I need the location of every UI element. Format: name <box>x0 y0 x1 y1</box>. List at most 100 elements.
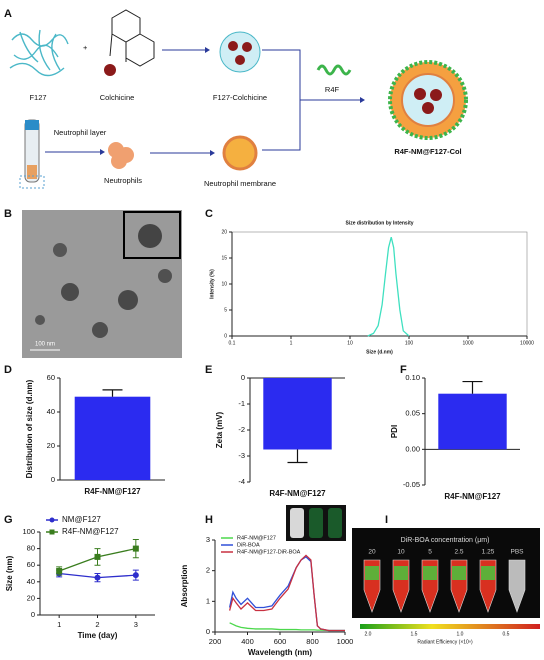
tube-label: 2.5 <box>454 549 463 556</box>
legend-label: DiR-BOA <box>237 542 260 548</box>
y-tick-label: 5 <box>224 307 227 313</box>
tube-signal <box>452 566 466 580</box>
colchicine-structure <box>109 9 155 67</box>
x-tick-label: 400 <box>241 637 254 646</box>
y-tick-label: 0 <box>31 610 35 619</box>
y-tick-label: -0.05 <box>403 480 420 489</box>
vials-photo <box>286 505 346 541</box>
bar <box>74 396 151 480</box>
particle <box>138 224 162 248</box>
neutrophil-layer <box>27 165 37 179</box>
tube-label: 5 <box>428 549 432 556</box>
point <box>132 545 139 552</box>
imaging-title: DiR-BOA concentration (μm) <box>401 537 490 544</box>
y-tick-label: -4 <box>238 477 245 486</box>
y-tick-label: 20 <box>47 441 55 450</box>
x-tick-label: 1 <box>290 340 293 346</box>
colorbar-tick: 0.5 <box>503 631 510 637</box>
legend-marker <box>49 529 55 535</box>
merge-arrow <box>262 49 360 151</box>
legend-marker <box>49 517 55 523</box>
neutrophil <box>111 153 127 169</box>
legend-label: NM@F127 <box>62 515 101 524</box>
tube <box>508 559 526 613</box>
y-axis-label: Distribution of size (d.nm) <box>25 379 34 478</box>
error-bar <box>287 449 308 464</box>
y-tick-label: 2 <box>206 566 210 575</box>
panel-label: I <box>385 514 388 526</box>
legend-label: R4F-NM@F127-DiR-BOA <box>237 549 301 555</box>
imaging-panel: DiR-BOA concentration (μm) 20 10 5 2.5 1.25 PB… <box>352 528 540 645</box>
y-tick-label: 0 <box>51 475 55 484</box>
colorbar-tick: 1.5 <box>411 631 418 637</box>
tube-signal <box>365 566 379 580</box>
point <box>132 572 139 579</box>
nanoparticle-core <box>401 73 455 127</box>
tube-cap <box>25 120 39 130</box>
y-axis-label: Size (nm) <box>5 555 14 591</box>
y-tick-label: 0.00 <box>405 444 420 453</box>
highlight <box>19 175 45 189</box>
y-axis-label: Intensity (%) <box>209 269 215 299</box>
schematic-label: F127 <box>29 93 46 102</box>
particle <box>53 243 67 257</box>
x-axis-label: Time (day) <box>78 631 118 640</box>
x-tick-label: R4F-NM@F127 <box>84 487 141 496</box>
x-tick-label: 1000 <box>462 340 473 346</box>
panel-label: B <box>4 208 12 220</box>
colorbar-tick: 1.0 <box>457 631 464 637</box>
drug <box>422 102 434 114</box>
colorbar <box>360 624 540 629</box>
y-tick-label: -3 <box>238 451 245 460</box>
panel-label: A <box>4 8 12 20</box>
error-bar <box>102 389 123 397</box>
schematic-label: Colchicine <box>100 93 135 102</box>
x-tick-label: 3 <box>134 620 138 629</box>
drug <box>414 88 426 100</box>
particle <box>92 322 108 338</box>
y-axis-label: PDI <box>390 425 399 438</box>
x-tick-label: 2 <box>95 620 99 629</box>
y-tick-label: 60 <box>47 373 55 382</box>
x-tick-label: R4F-NM@F127 <box>444 492 501 501</box>
y-axis-label: Zeta (mV) <box>215 411 224 448</box>
x-tick-label: 10 <box>347 340 353 346</box>
series-line <box>367 237 410 337</box>
y-tick-label: 10 <box>221 281 227 287</box>
tem-image: 100 nm <box>22 210 182 358</box>
tube-label: 20 <box>368 549 376 556</box>
x-tick-label: R4F-NM@F127 <box>269 489 326 498</box>
scale-bar-label: 100 nm <box>35 342 55 348</box>
y-tick-label: 0 <box>224 333 227 339</box>
particle <box>35 315 45 325</box>
panel-label: H <box>205 514 213 526</box>
particle <box>61 283 79 301</box>
colorbar-tick: 2.0 <box>365 631 372 637</box>
series-line <box>228 554 345 632</box>
membrane-vesicle <box>222 135 258 171</box>
y-tick-label: -1 <box>238 399 245 408</box>
tube-label: 10 <box>397 549 405 556</box>
arrowhead <box>205 47 210 53</box>
y-tick-label: 0.05 <box>405 409 420 418</box>
colchicine-particle <box>104 64 116 76</box>
micelle <box>219 31 261 73</box>
y-tick-label: 80 <box>27 544 35 553</box>
y-tick-label: -2 <box>238 425 245 434</box>
drug <box>242 42 252 52</box>
x-tick-label: 600 <box>274 637 287 646</box>
arrowhead <box>210 150 215 156</box>
plus: + <box>83 43 88 52</box>
schematic-label: Neutrophils <box>104 176 142 185</box>
r4f-peptide <box>316 64 352 76</box>
y-tick-label: 20 <box>27 593 35 602</box>
vial <box>309 508 323 538</box>
y-axis-label: Absorption <box>180 565 189 608</box>
x-tick-label: 1000 <box>337 637 354 646</box>
y-tick-label: 0 <box>241 373 245 382</box>
chart-title: Size distribution by Intensity <box>345 220 413 226</box>
x-tick-label: 10000 <box>520 340 534 346</box>
vial <box>290 508 304 538</box>
y-tick-label: 1 <box>206 596 210 605</box>
